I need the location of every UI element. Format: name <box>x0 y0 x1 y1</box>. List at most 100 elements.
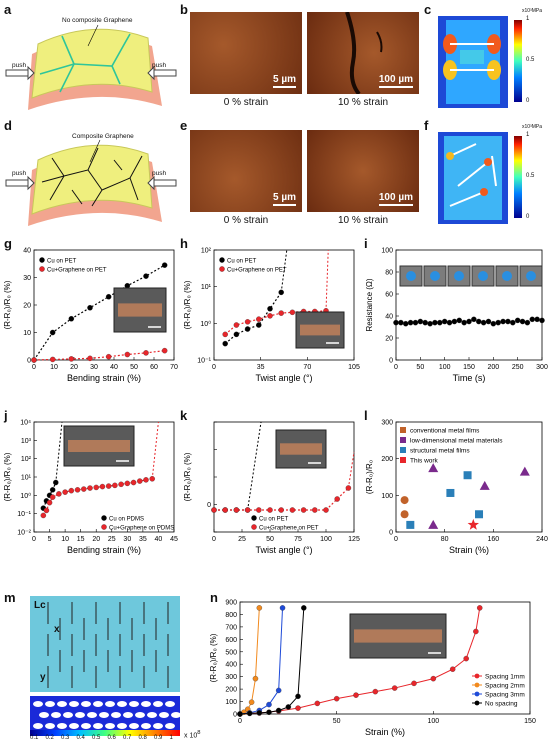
h-legend-label: Cu on PET <box>227 259 257 265</box>
i-ytick-label: 80 <box>385 270 393 277</box>
i-point <box>485 318 492 325</box>
i-point <box>427 320 433 327</box>
g-xtick-label: 40 <box>110 364 118 371</box>
j-point <box>137 478 143 484</box>
k-point <box>244 507 251 513</box>
panel-label-a: a <box>4 2 12 17</box>
h-xtick-label: 0 <box>212 364 216 371</box>
m-mesh-hole <box>111 712 121 718</box>
k-point <box>267 507 273 513</box>
l-xtick-label: 240 <box>536 536 548 543</box>
n-xtick-label: 50 <box>333 718 341 725</box>
i-xtick-label: 250 <box>512 364 524 371</box>
g-xtick-label: 60 <box>150 364 158 371</box>
g-xtick-label: 70 <box>170 364 178 371</box>
m-mesh-hole <box>93 723 103 729</box>
n-xtick-label: 0 <box>238 718 242 725</box>
l-xlabel: Strain (%) <box>449 545 489 555</box>
h-plot-frame <box>213 249 355 361</box>
m-mesh-hole <box>87 712 97 718</box>
l-xtick-label: 160 <box>487 536 499 543</box>
j-ytick-label: 10⁻² <box>17 530 31 537</box>
n-ytick-label: 0 <box>233 712 237 719</box>
i-point <box>539 317 545 324</box>
n-point <box>473 628 479 635</box>
g-series-line-0 <box>33 264 165 361</box>
j-point <box>112 482 118 489</box>
j-ytick-label: 10⁰ <box>20 492 31 500</box>
micrograph-e-10: 100 µm <box>307 130 419 212</box>
l-legend-label: conventional metal films <box>410 428 480 435</box>
m-cbar-mult: x 108 <box>184 730 201 740</box>
i-point <box>505 318 511 325</box>
n-point <box>301 605 307 611</box>
m-cbar-tick: 0.9 <box>154 735 163 741</box>
panel-label-c: c <box>424 2 432 17</box>
j-xtick-label: 10 <box>61 536 69 543</box>
lc-label: Lc <box>34 600 46 611</box>
n-point <box>295 693 301 700</box>
n-point <box>353 692 359 698</box>
g-point <box>124 351 131 358</box>
chart-g: 0 10 20 30 40 50 60 70 0 10 20 30 40 Bending strain (… <box>3 248 178 384</box>
n-ytick-label: 300 <box>225 674 237 681</box>
j-point <box>49 494 56 500</box>
h-cug-rise <box>325 249 329 311</box>
n-point <box>333 695 340 702</box>
l-point-structural <box>475 510 484 519</box>
j-point <box>124 480 131 487</box>
panel-label-d: d <box>4 118 12 133</box>
m-mesh-hole <box>69 723 79 729</box>
m-mesh-hole <box>123 712 133 718</box>
n-point <box>256 710 263 716</box>
k-series-line-1 <box>214 487 349 511</box>
strain-10-caption: 10 % strain <box>337 97 389 108</box>
n-point <box>285 704 292 710</box>
j-ytick-label: 10⁻¹ <box>17 511 31 518</box>
n-point <box>246 710 253 717</box>
j-point <box>87 485 93 491</box>
l-plot-frame <box>395 421 543 533</box>
h-legend-label: Cu+Graphene on PET <box>227 268 287 274</box>
i-point <box>471 316 477 323</box>
j-xtick-label: 45 <box>170 536 178 543</box>
schematic-composite <box>5 139 177 226</box>
n-ytick-label: 900 <box>225 600 237 607</box>
j-ylabel: (R-R₀)/R₀ (%) <box>3 452 12 501</box>
composite-label: Composite Graphene <box>72 133 134 140</box>
k-cu-rise <box>247 421 262 511</box>
fem-tick-c-05: 0.5 <box>526 57 535 63</box>
i-point <box>480 319 487 326</box>
n-point <box>391 685 398 691</box>
panel-label-m: m <box>4 590 16 605</box>
n-xlabel: Strain (%) <box>365 727 405 737</box>
k-point <box>289 507 296 513</box>
n-point <box>266 701 272 708</box>
fem-map-c <box>438 16 522 108</box>
j-xtick-label: 25 <box>108 536 116 543</box>
i-point <box>412 319 419 326</box>
g-ytick-label: 20 <box>23 303 31 310</box>
l-ytick-label: 200 <box>381 456 393 463</box>
n-point <box>476 605 483 611</box>
m-mesh-hole <box>159 712 169 718</box>
n-point <box>275 687 282 694</box>
m-mesh-hole <box>33 723 43 729</box>
g-point <box>105 294 112 300</box>
m-mesh-hole <box>135 712 145 718</box>
n-point <box>252 675 259 682</box>
h-legend-marker <box>219 257 225 263</box>
l-ytick-label: 300 <box>381 420 393 427</box>
i-point <box>534 316 540 323</box>
g-ytick-label: 0 <box>27 358 31 365</box>
panel-label-j: j <box>4 408 8 423</box>
j-legend-marker <box>101 515 107 521</box>
scale-100um-e: 100 µm <box>378 192 413 203</box>
i-ytick-label: 60 <box>385 292 393 299</box>
chart-k: 0 25 50 75 100 125 0 Twist angle (°) (R-R₀)/R₀ (… <box>183 421 360 555</box>
j-xtick-label: 20 <box>92 536 100 543</box>
h-point <box>278 310 284 316</box>
h-ytick-label: 10⁰ <box>200 320 211 328</box>
h-point <box>256 316 262 322</box>
n-point <box>295 705 301 711</box>
